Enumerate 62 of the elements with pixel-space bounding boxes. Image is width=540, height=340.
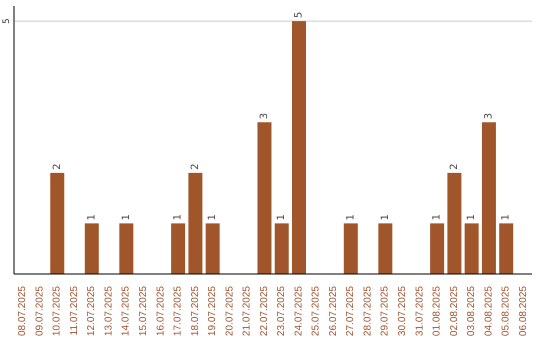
bar bbox=[378, 223, 392, 274]
data-label: 1 bbox=[380, 214, 391, 220]
bar bbox=[171, 223, 186, 274]
x-tick-label: 26.07.2025 bbox=[328, 286, 339, 336]
x-tick-label: 21.07.2025 bbox=[242, 286, 253, 336]
bar bbox=[257, 122, 272, 274]
x-tick-label: 25.07.2025 bbox=[310, 286, 322, 336]
x-tick-label: 20.07.2025 bbox=[224, 286, 236, 336]
bar bbox=[292, 21, 306, 274]
x-tick-label: 06.08.2025 bbox=[518, 286, 529, 336]
data-label: 2 bbox=[52, 163, 63, 170]
bar bbox=[499, 223, 514, 274]
x-tick-label: 30.07.2025 bbox=[397, 286, 408, 336]
data-label: 3 bbox=[483, 112, 494, 120]
data-label: 1 bbox=[345, 214, 356, 220]
data-label: 5 bbox=[293, 12, 304, 18]
data-label: 2 bbox=[448, 163, 460, 170]
data-label: 1 bbox=[276, 214, 288, 220]
x-tick-label: 13.07.2025 bbox=[103, 286, 114, 336]
x-tick-label: 22.07.2025 bbox=[258, 286, 270, 336]
x-tick-label: 05.08.2025 bbox=[500, 286, 512, 336]
x-tick-label: 04.08.2025 bbox=[483, 286, 494, 336]
x-tick-label: 19.07.2025 bbox=[207, 286, 218, 336]
x-tick-label: 27.07.2025 bbox=[345, 286, 356, 336]
x-tick-label: 10.07.2025 bbox=[52, 286, 63, 336]
x-tick-label: 14.07.2025 bbox=[120, 286, 132, 336]
data-label: 1 bbox=[500, 214, 512, 220]
x-tick-label: 17.07.2025 bbox=[172, 286, 184, 336]
data-label: 2 bbox=[190, 163, 201, 170]
data-label: 1 bbox=[432, 214, 443, 220]
x-tick-label: 01.08.2025 bbox=[432, 286, 443, 336]
data-label: 3 bbox=[258, 112, 270, 120]
x-tick-label: 16.07.2025 bbox=[155, 286, 166, 336]
data-label: 1 bbox=[466, 214, 478, 220]
x-tick-label: 09.07.2025 bbox=[34, 286, 46, 336]
bar bbox=[274, 223, 289, 274]
bar bbox=[188, 172, 202, 274]
data-label: 1 bbox=[172, 214, 184, 220]
bar bbox=[447, 172, 462, 274]
data-label: 1 bbox=[207, 214, 218, 220]
x-tick-label: 02.08.2025 bbox=[448, 286, 460, 336]
bar bbox=[119, 223, 134, 274]
bar bbox=[430, 223, 444, 274]
x-tick-label: 15.07.2025 bbox=[138, 286, 149, 336]
x-tick-label: 23.07.2025 bbox=[276, 286, 288, 336]
x-tick-label: 31.07.2025 bbox=[414, 286, 426, 336]
x-tick-label: 08.07.2025 bbox=[17, 286, 28, 336]
x-tick-label: 12.07.2025 bbox=[86, 286, 98, 336]
data-label: 1 bbox=[120, 214, 132, 220]
data-label: 1 bbox=[86, 214, 98, 220]
bar bbox=[464, 223, 479, 274]
x-tick-label: 11.07.2025 bbox=[68, 286, 80, 336]
x-tick-label: 24.07.2025 bbox=[293, 286, 304, 336]
x-tick-label: 03.08.2025 bbox=[466, 286, 478, 336]
x-tick-label: 29.07.2025 bbox=[380, 286, 391, 336]
bar bbox=[84, 223, 99, 274]
bar bbox=[206, 223, 220, 274]
bar bbox=[344, 223, 358, 274]
x-tick-label: 18.07.2025 bbox=[190, 286, 201, 336]
bar bbox=[482, 122, 496, 274]
bar bbox=[50, 172, 64, 274]
x-tick-label: 28.07.2025 bbox=[362, 286, 374, 336]
